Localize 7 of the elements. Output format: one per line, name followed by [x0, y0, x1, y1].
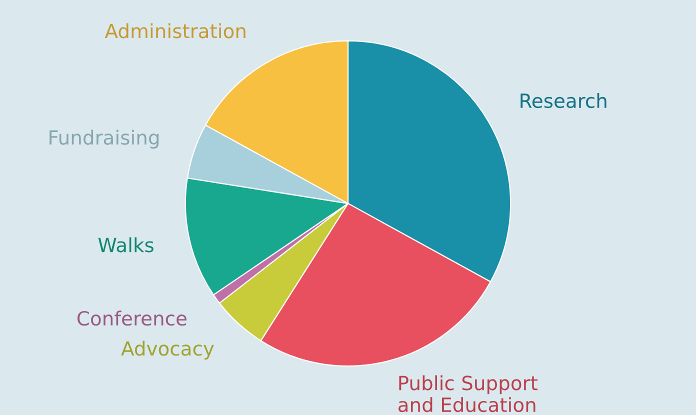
- slice-label: Public Support and Education: [398, 375, 538, 412]
- slice-label: Administration: [104, 23, 246, 38]
- slice-label: Research: [520, 93, 606, 108]
- slice-label: Walks: [98, 237, 154, 252]
- slice-label: Advocacy: [121, 340, 214, 360]
- slice-label: Conference: [77, 310, 186, 326]
- slice-label: Fundraising: [50, 130, 159, 149]
